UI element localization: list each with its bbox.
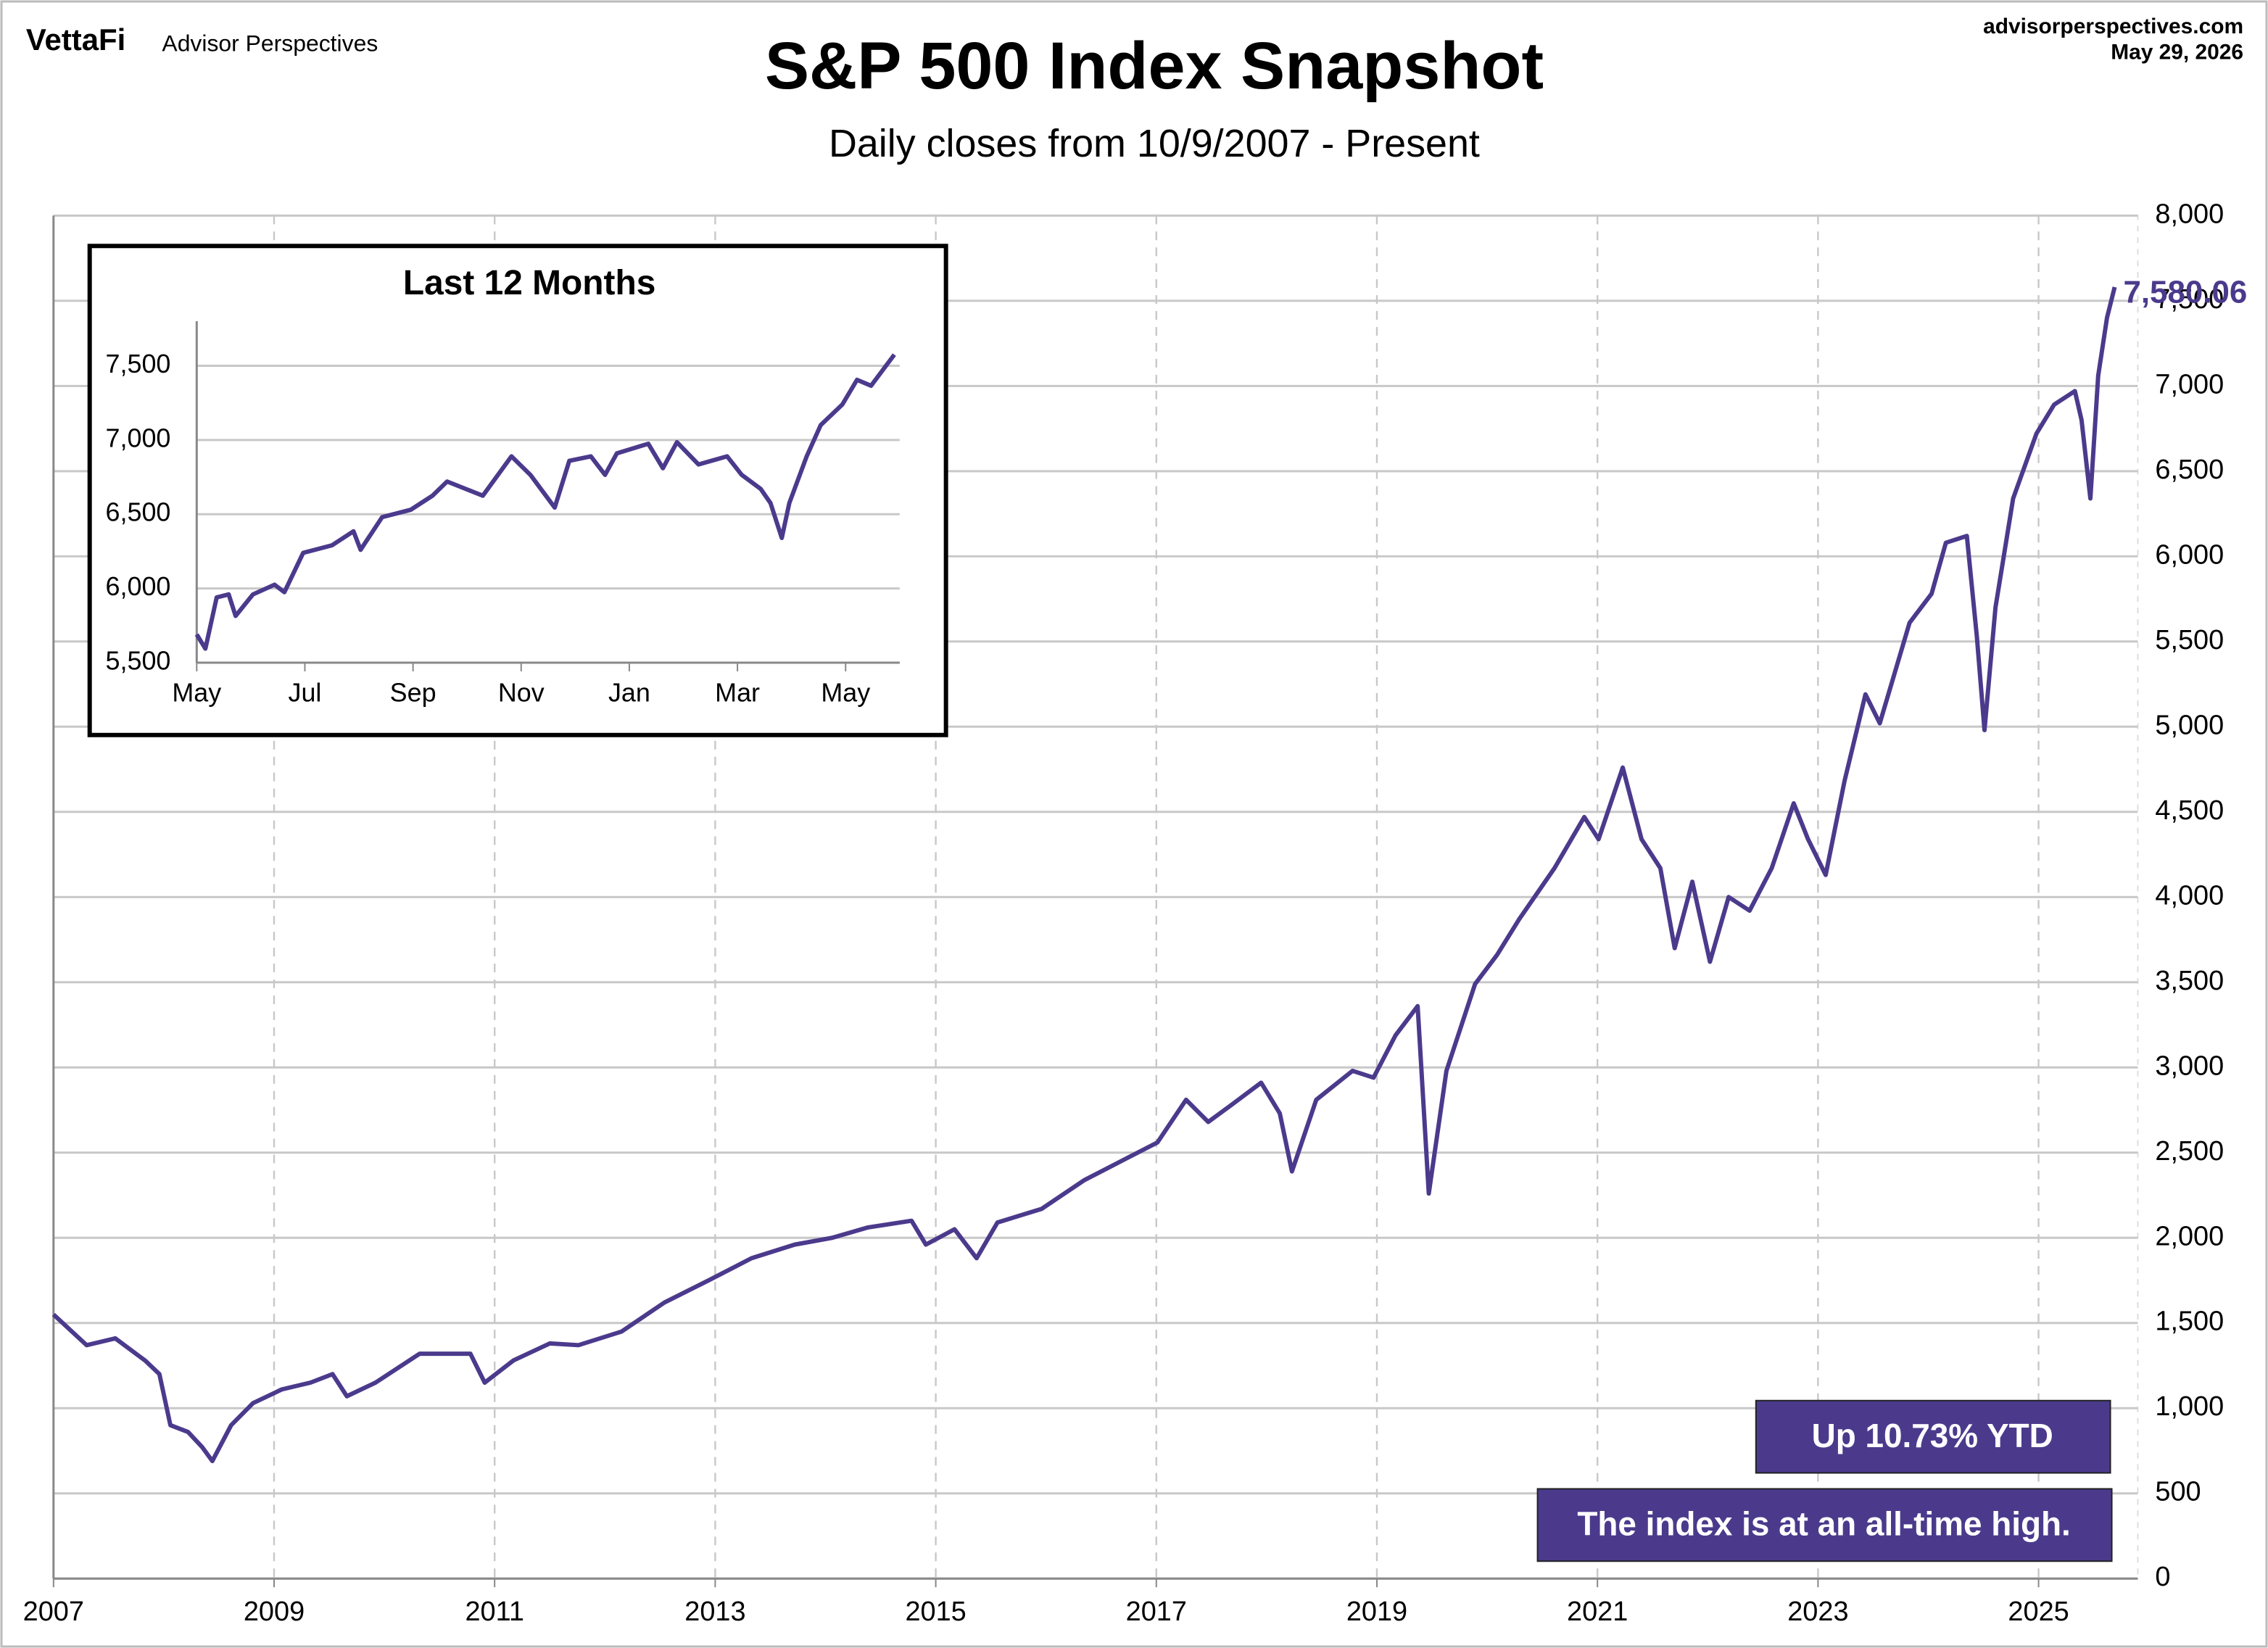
last-value-label: 7,580.06 [2123,275,2247,310]
y-tick-label: 5,500 [2155,625,2224,655]
y-tick-label: 4,000 [2155,880,2224,911]
y-tick-label: 7,500 [106,349,171,378]
x-tick-label: 2017 [1126,1597,1187,1627]
y-tick-label: 7,500 [2155,284,2224,315]
x-tick-label: 2015 [905,1597,966,1627]
x-tick-label: 2021 [1567,1597,1628,1627]
x-tick-label: Jul [289,677,322,707]
inset-plot: Last 12 Months 5,500 6,000 6,500 7,000 7,500… [87,244,948,737]
y-tick-label: 8,000 [2155,199,2224,229]
x-tick-label: Mar [715,677,760,707]
chart-title: S&P 500 Index Snapshot [765,29,1544,103]
x-tick-label: 2025 [2008,1597,2069,1627]
x-tick-label: May [821,677,870,707]
annotation-box [1755,1399,2111,1474]
price-line [51,286,2117,1464]
y-tick-label: 2,000 [2155,1221,2224,1251]
x-tick-label: May [172,677,221,707]
y-tick-label: 500 [2155,1477,2201,1507]
y-tick-label: 3,000 [2155,1051,2224,1081]
x-tick-label: 2023 [1787,1597,1848,1627]
y-tick-label: 7,000 [106,423,171,452]
x-tick-label: 2013 [684,1597,745,1627]
y-tick-label: 5,000 [2155,710,2224,740]
y-tick-label: 4,500 [2155,795,2224,826]
x-tick-label: Jan [608,677,650,707]
price-line [194,353,896,651]
y-tick-label: 2,500 [2155,1136,2224,1167]
x-tick-label: 2011 [465,1597,523,1627]
y-tick-label: 3,500 [2155,966,2224,996]
y-tick-label: 6,000 [2155,539,2224,570]
site: advisorperspectives.com [1983,15,2243,38]
y-tick-label: 1,500 [2155,1307,2224,1337]
inset-title: Last 12 Months [403,264,655,302]
annotation-box [1536,1488,2113,1562]
x-tick-label: 2019 [1346,1597,1407,1627]
annotation: The index is at an all-time high. [1577,1504,2070,1542]
inset-frame [87,244,948,737]
x-tick-label: Nov [498,677,545,707]
y-tick-label: 0 [2155,1562,2170,1592]
y-tick-label: 6,500 [106,497,171,527]
y-tick-label: 5,500 [106,645,171,675]
x-tick-label: 2009 [244,1597,305,1627]
chart-subtitle: Daily closes from 10/9/2007 - Present [829,122,1480,165]
y-tick-label: 1,000 [2155,1391,2224,1422]
y-tick-label: 6,000 [106,571,171,601]
y-tick-label: 6,500 [2155,455,2224,485]
publisher: Advisor Perspectives [162,30,378,56]
x-tick-label: 2007 [23,1597,84,1627]
annotation: Up 10.73% YTD [1812,1417,2053,1454]
x-tick-label: Sep [390,677,436,707]
y-tick-label: 7,000 [2155,369,2224,399]
date: May 29, 2026 [2111,41,2243,65]
brand: VettaFi [26,22,125,57]
